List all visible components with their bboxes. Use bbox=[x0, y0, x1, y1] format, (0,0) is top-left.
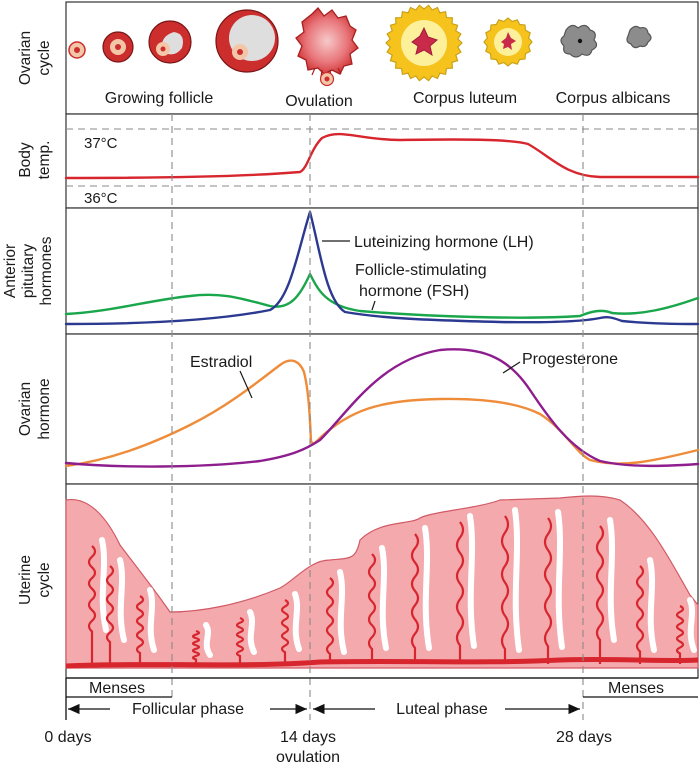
spiral-artery bbox=[280, 599, 290, 664]
uterine-gland bbox=[99, 537, 109, 633]
lh-label: Luteinizing hormone (LH) bbox=[354, 234, 534, 251]
spiral-artery bbox=[325, 577, 335, 664]
uterine-gland bbox=[203, 622, 213, 658]
uterine-glands bbox=[99, 507, 697, 658]
uterine-gland bbox=[687, 597, 697, 653]
corpus-albicans-large-icon bbox=[560, 24, 598, 58]
spiral-artery bbox=[135, 595, 145, 664]
corpus-albicans-small-icon bbox=[626, 25, 652, 49]
uterine-gland bbox=[607, 517, 617, 643]
day0-label: 0 days bbox=[44, 729, 91, 746]
menses-end-label: Menses bbox=[608, 680, 664, 697]
spiral-artery bbox=[455, 521, 465, 664]
growing-follicle-label: Growing follicle bbox=[105, 90, 214, 107]
ovarian-hormone-row-label-line2: hormone bbox=[36, 378, 53, 439]
corpus-luteum-large-icon bbox=[385, 4, 463, 82]
spiral-artery bbox=[675, 605, 685, 664]
fsh-curve bbox=[64, 272, 700, 319]
body-temp-row-label-line2: temp. bbox=[36, 141, 53, 180]
uterine-gland bbox=[467, 513, 477, 649]
uterine-gland bbox=[337, 569, 347, 655]
follicle-stage-2-icon bbox=[102, 31, 134, 63]
spiral-artery bbox=[410, 533, 420, 664]
lh-curve bbox=[64, 210, 700, 326]
ovarian-cycle-row-label-line2: cycle bbox=[36, 40, 53, 75]
body-temp-row-label-line1: Body bbox=[17, 142, 34, 178]
uterine-gland bbox=[147, 587, 157, 653]
uterine-gland bbox=[647, 557, 657, 653]
endometrium-illustration bbox=[65, 495, 699, 669]
progesterone-curve bbox=[64, 348, 700, 468]
follicle-stage-3-icon bbox=[148, 20, 192, 64]
menses-start-label: Menses bbox=[89, 680, 145, 697]
uterine-gland bbox=[422, 525, 432, 651]
spiral-artery bbox=[595, 525, 605, 664]
endometrium-base bbox=[65, 656, 699, 669]
spiral-artery bbox=[635, 565, 645, 664]
pituitary-row-label-line1: Anterior bbox=[2, 244, 19, 298]
spiral-artery bbox=[105, 565, 115, 664]
follicular-phase-label: Follicular phase bbox=[132, 701, 244, 718]
corpus-luteum-small-icon bbox=[483, 17, 533, 67]
spiral-artery bbox=[191, 629, 201, 664]
progesterone-leader-line bbox=[502, 361, 521, 374]
uterine-gland bbox=[512, 507, 522, 653]
progesterone-label: Progesterone bbox=[522, 351, 618, 368]
day14-label: 14 days bbox=[280, 729, 336, 746]
spiral-artery bbox=[500, 515, 510, 664]
uterine-row-label-line2: cycle bbox=[36, 562, 53, 597]
uterine-gland bbox=[292, 591, 302, 652]
fsh-label-line2: hormone (FSH) bbox=[359, 283, 469, 300]
temp-low-label: 36°C bbox=[84, 190, 118, 207]
pituitary-row-label-line3: hormones bbox=[38, 236, 55, 305]
uterine-row-label-line1: Uterine bbox=[17, 555, 34, 605]
corpus-albicans-label: Corpus albicans bbox=[556, 90, 671, 107]
estradiol-label: Estradiol bbox=[190, 354, 252, 371]
luteal-phase-label: Luteal phase bbox=[396, 701, 488, 718]
spiral-artery bbox=[367, 553, 377, 664]
spiral-arteries bbox=[87, 515, 685, 664]
uterine-gland bbox=[555, 509, 565, 650]
uterine-gland bbox=[247, 609, 257, 655]
ovulation-day-label: ovulation bbox=[276, 749, 340, 766]
spiral-artery bbox=[235, 616, 245, 664]
ovarian-cycle-row-label-line1: Ovarian bbox=[17, 31, 34, 85]
estradiol-leader-line bbox=[239, 370, 253, 399]
ovulation-icon bbox=[295, 7, 359, 87]
ovarian-hormone-row-label-line1: Ovarian bbox=[17, 382, 34, 436]
day-gridlines bbox=[171, 114, 584, 720]
ovarian-hormone-panel bbox=[65, 333, 699, 485]
corpus-luteum-label: Corpus luteum bbox=[413, 90, 517, 107]
body-temp-curve bbox=[64, 132, 700, 180]
uterine-gland bbox=[379, 545, 389, 651]
spiral-artery bbox=[87, 545, 97, 664]
day28-label: 28 days bbox=[556, 729, 612, 746]
body-temp-panel bbox=[65, 113, 699, 209]
ovulation-label: Ovulation bbox=[285, 93, 353, 110]
follicle-stage-1-icon bbox=[68, 41, 86, 59]
fsh-leader-line bbox=[371, 300, 376, 311]
uterine-gland bbox=[117, 557, 127, 643]
spiral-artery bbox=[543, 517, 553, 664]
pituitary-row-label-line2: pituitary bbox=[20, 244, 37, 299]
follicle-stage-4-icon bbox=[215, 9, 279, 73]
fsh-label-line1: Follicle-stimulating bbox=[355, 262, 487, 279]
temp-high-label: 37°C bbox=[84, 135, 118, 152]
